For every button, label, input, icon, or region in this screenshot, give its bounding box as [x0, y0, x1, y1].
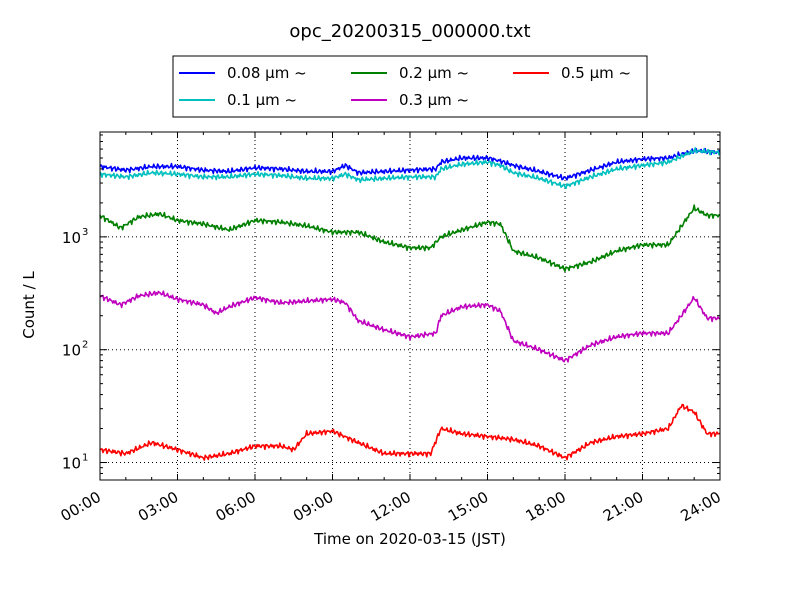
- series-line: [99, 147, 721, 181]
- series-line: [99, 204, 721, 273]
- y-tick-exponent: 2: [82, 340, 88, 351]
- y-axis-label: Count / L: [20, 271, 38, 339]
- legend: 0.08 μm ~ 0.1 μm ~ 0.2 μm ~ 0.3 μm ~ 0.5 μm …: [172, 55, 648, 118]
- series-layer: [99, 147, 721, 461]
- series-line: [99, 403, 721, 461]
- y-tick-exponent: 3: [82, 227, 88, 238]
- y-tick-label: 10: [62, 229, 81, 247]
- legend-label: 0.5 μm ~: [561, 64, 631, 82]
- legend-label: 0.2 μm ~: [399, 64, 469, 82]
- y-tick-exponent: 1: [82, 453, 88, 464]
- grid-lines: [100, 132, 720, 480]
- y-tick-label: 10: [62, 455, 81, 473]
- series-line: [99, 147, 721, 190]
- legend-items: 0.08 μm ~ 0.1 μm ~ 0.2 μm ~ 0.3 μm ~ 0.5 μm …: [179, 64, 631, 109]
- legend-label: 0.1 μm ~: [227, 91, 297, 109]
- chart-title: opc_20200315_000000.txt: [289, 21, 530, 42]
- series-line: [99, 290, 721, 363]
- legend-label: 0.3 μm ~: [399, 91, 469, 109]
- y-tick-label: 10: [62, 342, 81, 360]
- x-axis-label: Time on 2020-03-15 (JST): [313, 530, 506, 548]
- legend-label: 0.08 μm ~: [227, 64, 307, 82]
- legend-box: [172, 55, 648, 118]
